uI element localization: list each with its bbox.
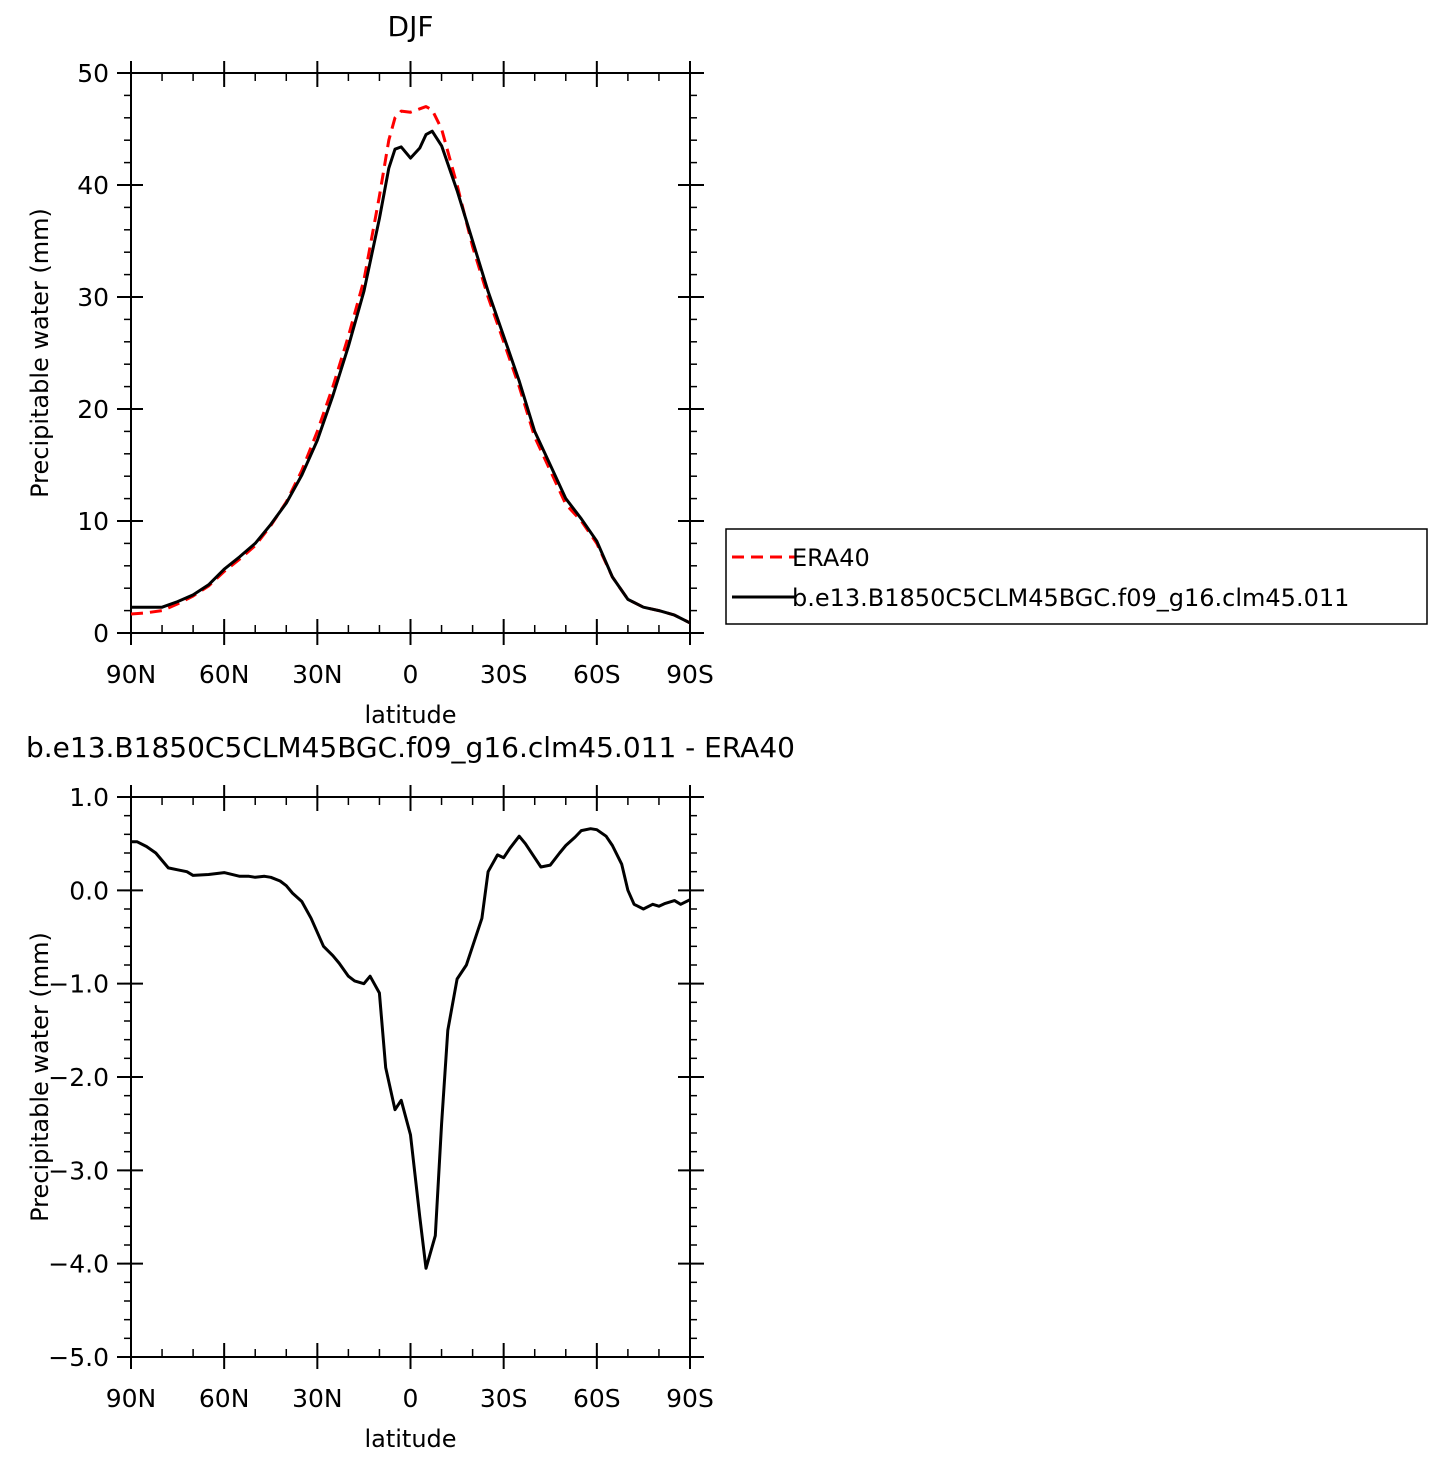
y-tick-label: −2.0 [48,1063,109,1092]
series-line-first [131,105,690,625]
x-tick-label: 30N [292,1384,343,1413]
y-tick-label: −3.0 [48,1156,109,1185]
x-tick-label: 60S [573,660,621,689]
x-tick-label: 30N [292,660,343,689]
legend-label: ERA40 [792,544,870,572]
plot-title: DJF [388,10,434,43]
x-tick-label: 90S [666,1384,714,1413]
y-tick-label: −5.0 [48,1343,109,1372]
x-tick-label: 30S [480,1384,528,1413]
y-tick-label: 0 [93,619,109,648]
y-tick-label: 40 [77,171,109,200]
y-tick-label: 30 [77,283,109,312]
series-line-second [131,129,690,625]
plot-frame [130,796,691,1358]
y-axis-title: Precipitable water (mm) [26,932,54,1222]
x-tick-label: 30S [480,660,528,689]
y-axis-title: Precipitable water (mm) [26,208,54,498]
y-tick-label: 20 [77,395,109,424]
x-tick-label: 60N [199,1384,250,1413]
y-tick-label: −1.0 [48,970,109,999]
y-tick-label: 10 [77,507,109,536]
y-tick-label: 50 [77,59,109,88]
legend-label: b.e13.B1850C5CLM45BGC.f09_g16.clm45.011 [792,584,1349,612]
x-tick-label: 60N [199,660,250,689]
x-axis-title: latitude [364,1425,456,1453]
y-tick-label: 1.0 [69,783,109,812]
y-tick-label: −4.0 [48,1250,109,1279]
plot-title: b.e13.B1850C5CLM45BGC.f09_g16.clm45.011 … [26,731,795,764]
x-tick-label: 90S [666,660,714,689]
x-tick-label: 0 [403,660,419,689]
x-axis-title: latitude [364,701,456,729]
x-tick-label: 90N [106,660,157,689]
legend-box [725,528,1428,625]
bottom-panel: 90N 60N 30N 0 30S 60S 90S −5.0 −4.0 −3.0 −2.0 −1.0 0… [26,731,795,1453]
top-panel: 90N 60N 30N 0 30S 60S 90S 0 10 20 30 40 50 DJF latitud… [26,10,1428,729]
x-tick-label: 0 [403,1384,419,1413]
x-tick-label: 90N [106,1384,157,1413]
y-tick-label: 0.0 [69,876,109,905]
x-tick-label: 60S [573,1384,621,1413]
series-line-first [131,827,690,1270]
